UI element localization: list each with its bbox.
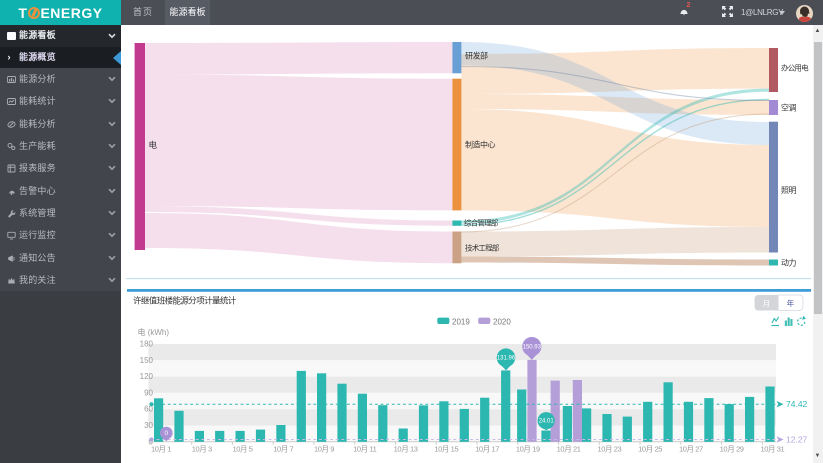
svg-text:180: 180 (140, 340, 154, 349)
svg-text:10月 5: 10月 5 (232, 444, 252, 453)
svg-text:动力: 动力 (781, 258, 796, 268)
svg-text:10月 27: 10月 27 (679, 444, 703, 453)
svg-text:10月 17: 10月 17 (475, 444, 499, 453)
svg-text:10月 11: 10月 11 (353, 444, 377, 453)
svg-text:制造中心: 制造中心 (465, 140, 495, 150)
svg-text:150: 150 (140, 356, 154, 365)
svg-text:年: 年 (787, 298, 795, 308)
svg-text:120: 120 (140, 372, 154, 381)
svg-text:10月 13: 10月 13 (394, 444, 418, 453)
svg-text:电 (kWh): 电 (kWh) (138, 327, 170, 337)
svg-text:10月 3: 10月 3 (192, 444, 212, 453)
svg-text:10月 1: 10月 1 (151, 444, 171, 453)
svg-text:空调: 空调 (781, 103, 796, 113)
svg-text:90: 90 (144, 388, 153, 397)
svg-text:2020: 2020 (493, 317, 511, 326)
svg-text:24.01: 24.01 (539, 419, 555, 425)
svg-text:10月 9: 10月 9 (314, 444, 334, 453)
svg-text:60: 60 (144, 405, 153, 414)
svg-text:10月 25: 10月 25 (638, 444, 662, 453)
svg-text:12.27: 12.27 (786, 435, 808, 445)
svg-text:10月 7: 10月 7 (273, 444, 293, 453)
svg-text:10月 31: 10月 31 (760, 444, 784, 453)
svg-text:技术工程部: 技术工程部 (465, 243, 500, 253)
svg-text:74.42: 74.42 (786, 399, 808, 409)
svg-text:10月 21: 10月 21 (557, 444, 581, 453)
svg-text:10月 29: 10月 29 (720, 444, 744, 453)
svg-text:30: 30 (144, 421, 153, 430)
svg-text:131.96: 131.96 (497, 356, 516, 362)
svg-text:综合管理部: 综合管理部 (464, 218, 499, 228)
svg-text:2019: 2019 (452, 317, 470, 326)
svg-text:10月 19: 10月 19 (516, 444, 540, 453)
svg-text:许继值班楼能源分项计量统计: 许继值班楼能源分项计量统计 (133, 296, 237, 306)
svg-text:150.93: 150.93 (523, 345, 542, 351)
svg-text:电: 电 (149, 140, 158, 150)
svg-text:10月 15: 10月 15 (434, 444, 458, 453)
svg-text:办公用电: 办公用电 (781, 63, 809, 73)
svg-text:月: 月 (763, 299, 771, 308)
svg-text:照明: 照明 (781, 186, 796, 195)
svg-text:0: 0 (164, 430, 168, 437)
svg-text:研发部: 研发部 (465, 51, 488, 61)
svg-text:10月 23: 10月 23 (597, 444, 621, 453)
